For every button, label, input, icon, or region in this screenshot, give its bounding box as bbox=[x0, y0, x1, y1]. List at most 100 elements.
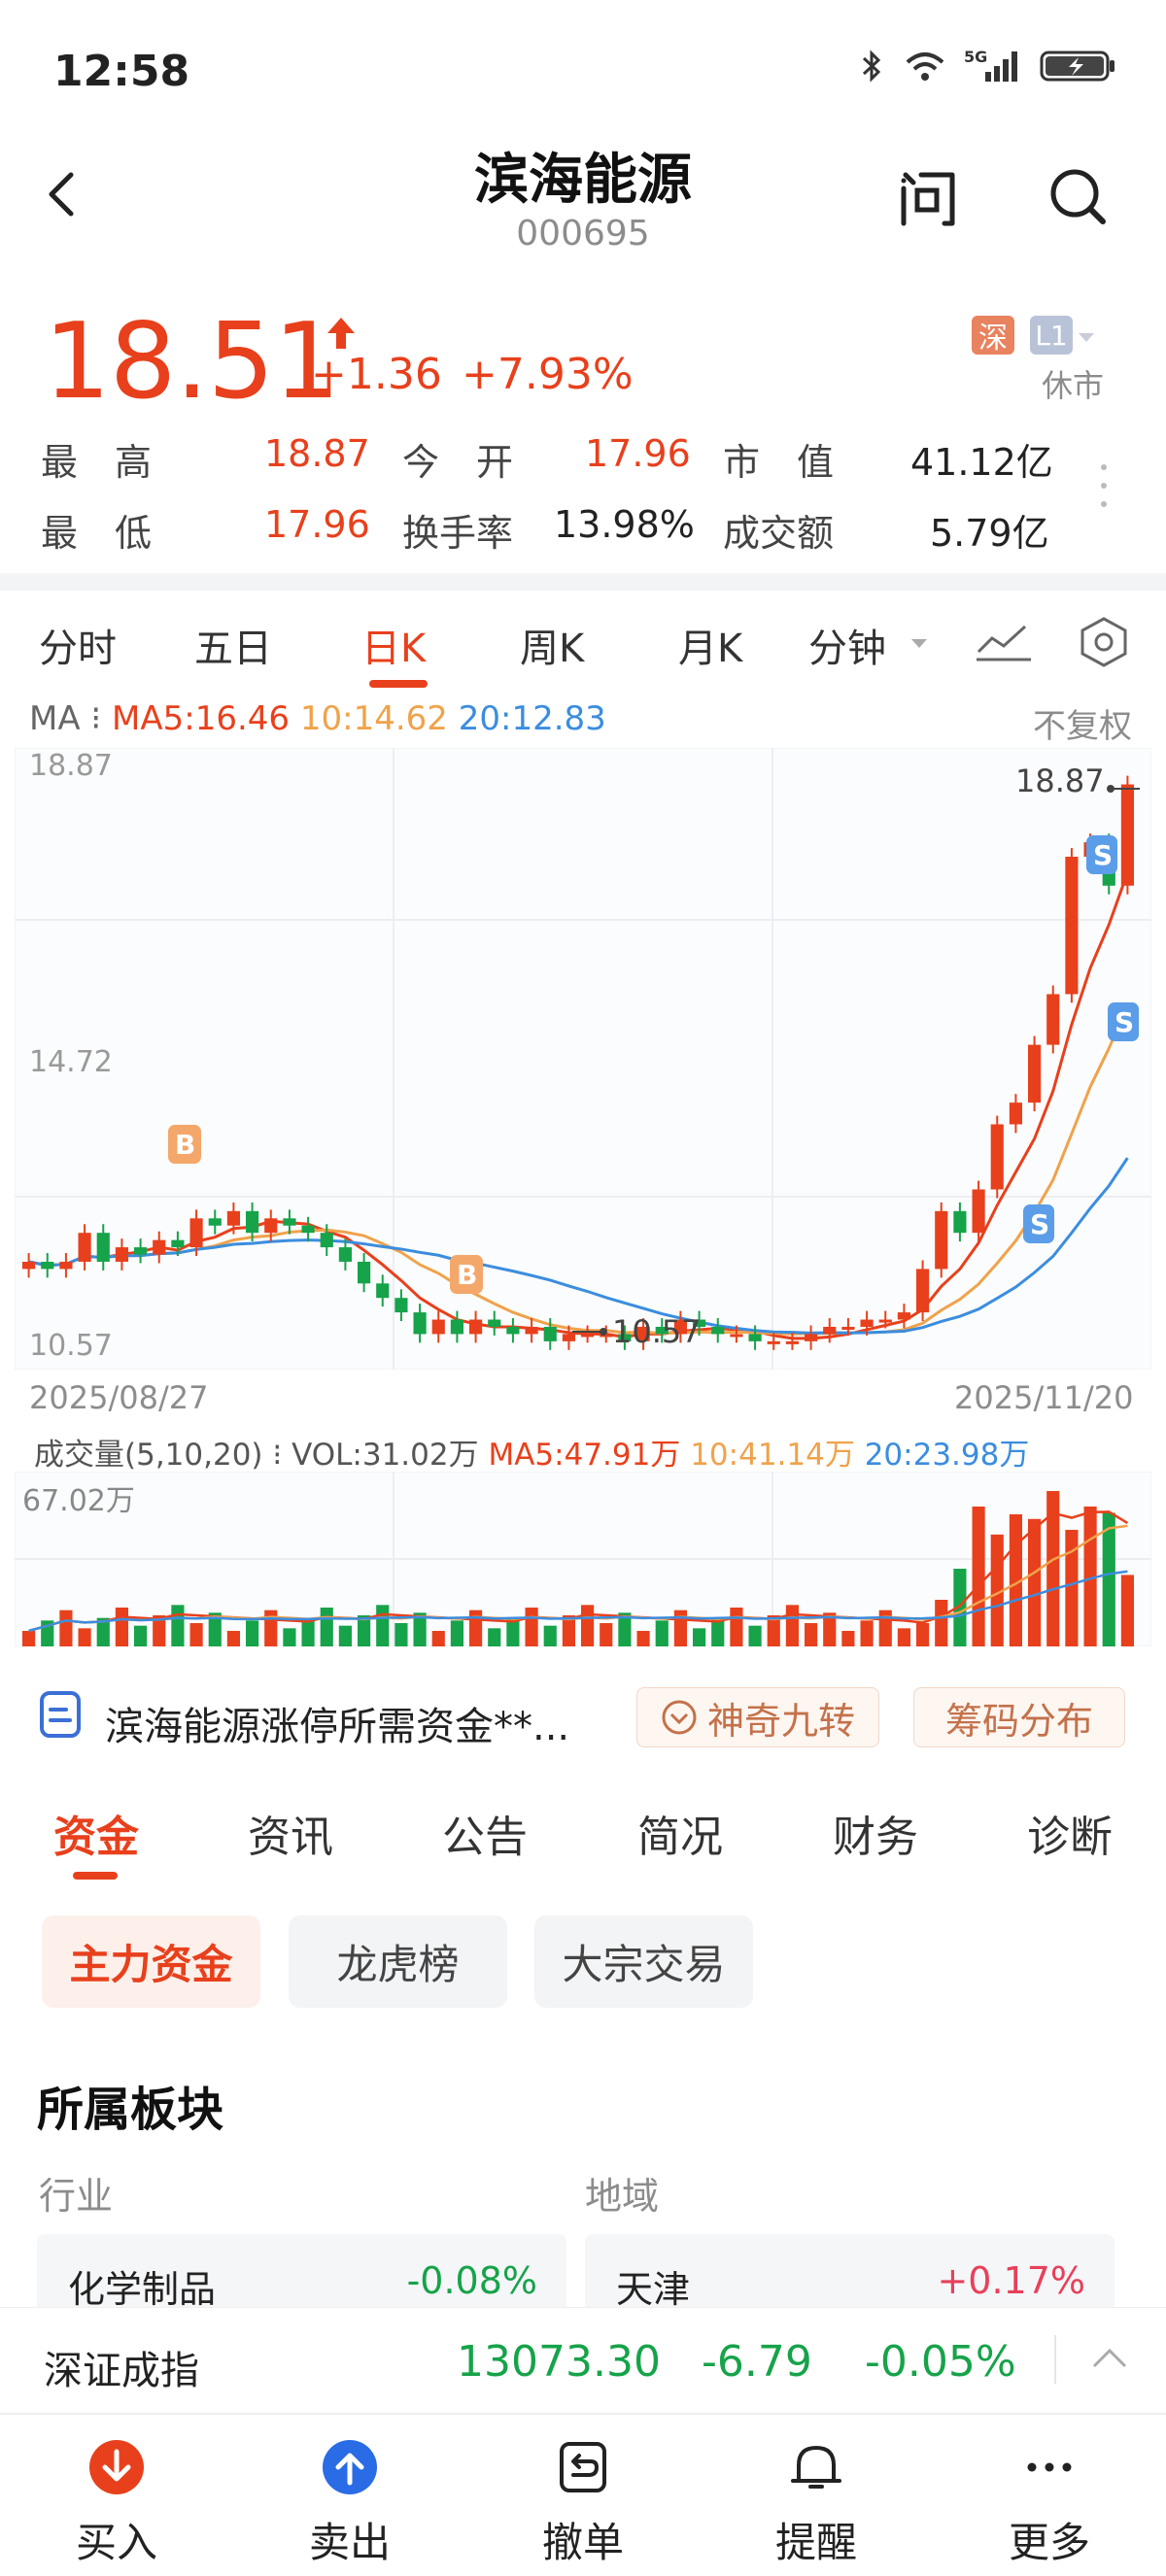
candle bbox=[376, 1283, 390, 1299]
candle bbox=[338, 1247, 352, 1262]
candle bbox=[264, 1218, 278, 1234]
index-ticker[interactable]: 深证成指 13073.30 -6.79 -0.05% bbox=[0, 2307, 1166, 2414]
candle bbox=[916, 1269, 930, 1313]
high-label: 最 高 bbox=[41, 441, 153, 484]
candle bbox=[935, 1210, 948, 1270]
svg-text:B: B bbox=[175, 1129, 195, 1161]
tab-funds[interactable]: 资金 bbox=[53, 1813, 139, 1862]
candle bbox=[785, 1340, 799, 1344]
buy-marker[interactable]: B bbox=[168, 1125, 201, 1164]
candle bbox=[59, 1261, 73, 1270]
amount-value: 5.79亿 bbox=[930, 512, 1049, 555]
more-label: 更多 bbox=[1008, 2519, 1090, 2566]
ma-legend: MA ⁝ MA5:16.46 10:14.62 20:12.83 bbox=[29, 699, 606, 738]
candle bbox=[525, 1326, 538, 1335]
level-badge[interactable]: L1 bbox=[1030, 316, 1073, 355]
sell-marker[interactable]: S bbox=[1086, 835, 1117, 874]
volume-bar bbox=[1028, 1518, 1042, 1646]
volume-bar bbox=[1102, 1512, 1115, 1646]
tab-intraday[interactable]: 分时 bbox=[39, 627, 117, 671]
volume-bar bbox=[96, 1617, 110, 1646]
stats-row-2: 最 低 17.96 换手率 13.98% 成交额 5.79亿 bbox=[41, 503, 1071, 555]
trend-line-icon bbox=[977, 625, 1031, 661]
candle bbox=[1009, 1102, 1022, 1125]
volume-bar bbox=[953, 1569, 967, 1646]
tab-five-day[interactable]: 五日 bbox=[194, 627, 272, 671]
candle bbox=[96, 1233, 110, 1262]
volume-bar bbox=[823, 1612, 837, 1646]
vol-ma20: 20:23.98万 bbox=[864, 1438, 1030, 1473]
caret-down-icon[interactable] bbox=[909, 636, 929, 655]
candle bbox=[636, 1326, 650, 1341]
volume-bar bbox=[376, 1605, 390, 1646]
tab-announcements[interactable]: 公告 bbox=[442, 1813, 528, 1862]
sell-marker[interactable]: S bbox=[1108, 1002, 1139, 1041]
tab-funds-indicator bbox=[73, 1872, 118, 1880]
tab-diagnosis[interactable]: 诊断 bbox=[1027, 1813, 1113, 1862]
subtab-main-funds[interactable]: 主力资金 bbox=[42, 1915, 260, 2008]
volume-bar bbox=[618, 1612, 632, 1646]
candle bbox=[581, 1334, 595, 1338]
ask-button[interactable] bbox=[894, 163, 962, 231]
tab-monthly-k[interactable]: 月K bbox=[678, 627, 743, 671]
candle bbox=[562, 1334, 575, 1341]
volume-bar bbox=[246, 1620, 259, 1646]
candle bbox=[1028, 1044, 1042, 1103]
chevron-up-icon[interactable] bbox=[1090, 2345, 1129, 2374]
volume-bar bbox=[841, 1631, 855, 1646]
cancel-order-label: 撤单 bbox=[541, 2519, 624, 2566]
chart-settings-button[interactable] bbox=[1077, 615, 1131, 673]
industry-label: 行业 bbox=[39, 2175, 114, 2218]
kline-chart[interactable]: 18.87 14.72 10.57 18.87 10.57 B B S S S bbox=[14, 747, 1152, 1371]
banner-link[interactable]: 滨海能源涨停所需资金**... bbox=[105, 1705, 570, 1749]
region-change: +0.17% bbox=[937, 2259, 1085, 2302]
magic-nine-label: 神奇九转 bbox=[706, 1699, 855, 1743]
buy-label: 买入 bbox=[75, 2519, 157, 2566]
alert-label: 提醒 bbox=[774, 2519, 857, 2566]
chevron-left-icon bbox=[49, 172, 74, 217]
volume-bar bbox=[171, 1605, 185, 1646]
volume-svg: 67.02万 bbox=[14, 1471, 1152, 1647]
volume-bar bbox=[543, 1625, 557, 1646]
turnover-label: 换手率 bbox=[402, 512, 514, 555]
chip-distribution-button[interactable]: 筹码分布 bbox=[913, 1687, 1125, 1747]
subtab-dragon-tiger[interactable]: 龙虎榜 bbox=[289, 1915, 507, 2008]
battery-icon bbox=[1040, 47, 1117, 94]
tab-daily-k[interactable]: 日K bbox=[361, 627, 427, 671]
sell-marker[interactable]: S bbox=[1023, 1204, 1054, 1243]
kline-svg: 18.87 14.72 10.57 18.87 10.57 B B S S S bbox=[14, 747, 1152, 1371]
back-button[interactable] bbox=[34, 165, 92, 223]
more-dots-icon bbox=[1018, 2436, 1080, 2498]
candle bbox=[469, 1319, 483, 1335]
volume-bar bbox=[916, 1623, 930, 1646]
adjust-mode[interactable]: 不复权 bbox=[1033, 707, 1132, 746]
more-dots-icon[interactable] bbox=[1098, 461, 1110, 514]
volume-bar bbox=[785, 1605, 799, 1646]
volume-bar bbox=[264, 1610, 278, 1646]
volume-bar bbox=[189, 1623, 203, 1646]
buy-marker[interactable]: B bbox=[450, 1255, 483, 1294]
index-value: 13073.30 bbox=[457, 2337, 661, 2387]
magic-nine-button[interactable]: 神奇九转 bbox=[636, 1687, 879, 1747]
candle bbox=[189, 1218, 203, 1248]
price-change: +1.36 bbox=[311, 350, 442, 399]
mcap-label: 市 值 bbox=[723, 441, 835, 484]
candle bbox=[506, 1326, 520, 1335]
volume-bar bbox=[358, 1615, 371, 1646]
tab-profile[interactable]: 简况 bbox=[637, 1813, 723, 1862]
volume-bar bbox=[153, 1615, 166, 1646]
tab-weekly-k[interactable]: 周K bbox=[520, 627, 585, 671]
volume-chart[interactable]: 67.02万 bbox=[14, 1471, 1152, 1647]
tab-financials[interactable]: 财务 bbox=[833, 1813, 918, 1862]
draw-line-button[interactable] bbox=[975, 617, 1033, 669]
tab-news[interactable]: 资讯 bbox=[248, 1813, 333, 1862]
subtab-block-trade[interactable]: 大宗交易 bbox=[534, 1915, 753, 2008]
candle bbox=[41, 1261, 54, 1270]
sell-label: 卖出 bbox=[308, 2519, 391, 2566]
search-button[interactable] bbox=[1045, 163, 1113, 231]
candle bbox=[301, 1225, 315, 1234]
tab-minute[interactable]: 分钟 bbox=[808, 627, 886, 671]
candle bbox=[618, 1334, 632, 1341]
turnover-value: 13.98% bbox=[554, 503, 695, 546]
caret-down-icon[interactable] bbox=[1077, 330, 1096, 349]
